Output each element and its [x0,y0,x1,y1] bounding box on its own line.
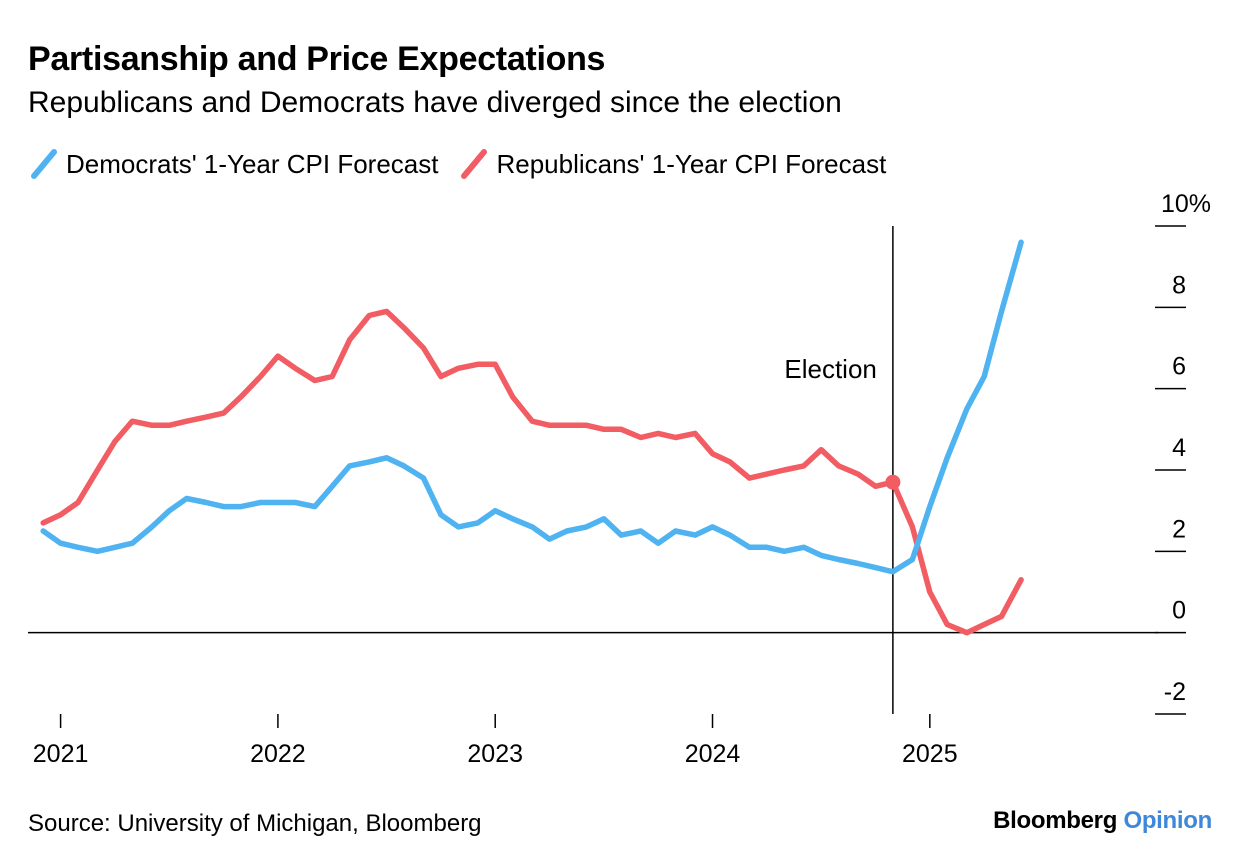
legend-swatch-republicans [461,149,488,179]
y-tick-label: 2 [1172,515,1186,543]
election-marker [885,474,901,490]
y-tick-label: 4 [1172,434,1186,462]
legend-swatch-democrats [31,149,57,179]
x-tick-label: 2023 [467,740,523,768]
x-tick-label: 2024 [685,740,741,768]
y-tick-label: 8 [1172,271,1186,299]
brand-primary: Bloomberg [993,807,1118,834]
x-tick-label: 2022 [250,740,306,768]
election-label: Election [784,354,877,384]
brand-logo: Bloomberg Opinion [993,807,1212,835]
chart-title: Partisanship and Price Expectations [28,40,606,78]
legend-label-republicans: Republicans' 1-Year CPI Forecast [496,148,887,179]
series-line-democrats [40,239,1024,575]
series-line-republicans [40,308,1024,636]
brand-secondary: Opinion [1123,807,1212,834]
chart-subtitle: Republicans and Democrats have diverged … [28,86,842,119]
source-note: Source: University of Michigan, Bloomber… [28,810,482,837]
legend: Democrats' 1-Year CPI Forecast Republica… [28,146,906,182]
x-tick-label: 2025 [902,740,958,768]
legend-item-democrats: Democrats' 1-Year CPI Forecast [28,146,438,182]
x-tick-label: 2021 [33,740,89,768]
y-tick-label: -2 [1164,678,1186,706]
y-tick-label: 6 [1172,353,1186,381]
legend-label-democrats: Democrats' 1-Year CPI Forecast [66,148,439,179]
y-tick-label: 0 [1172,597,1186,625]
legend-item-republicans: Republicans' 1-Year CPI Forecast [458,146,886,182]
y-tick-label: 10% [1161,190,1211,218]
